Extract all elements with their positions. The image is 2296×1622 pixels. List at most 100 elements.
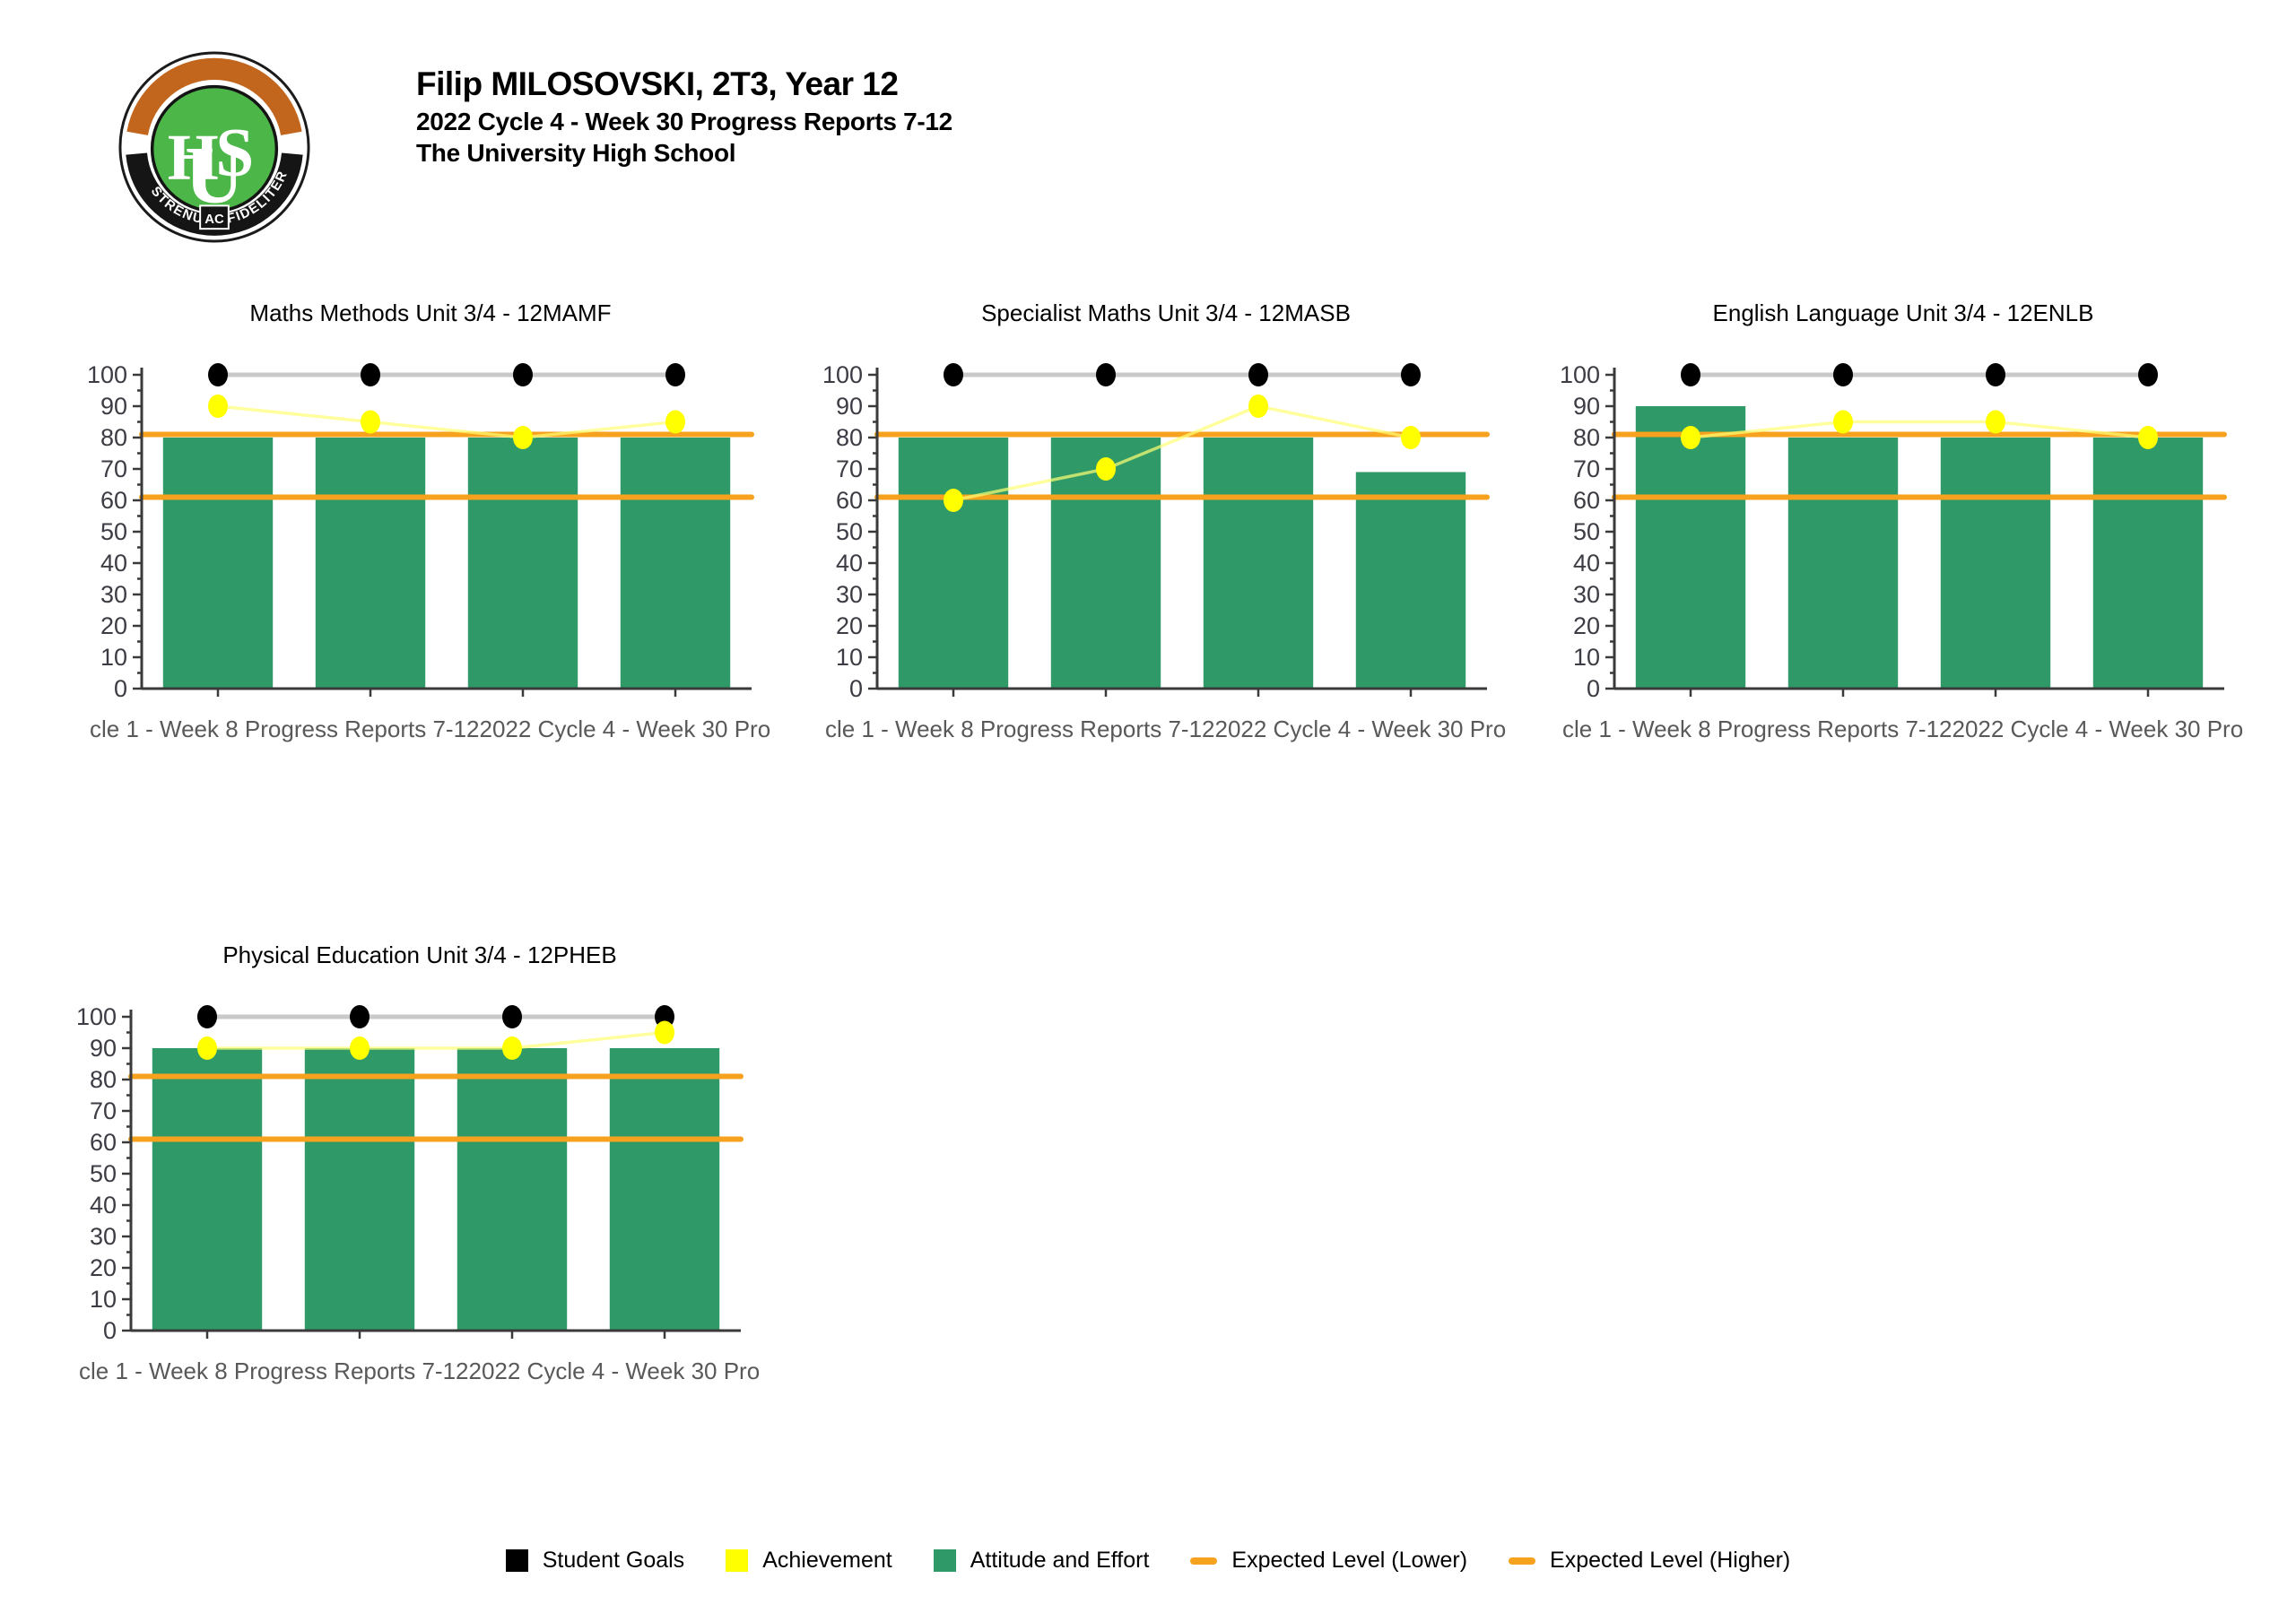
y-tick-label: 70 (100, 455, 127, 482)
attitude-effort-bar (152, 1048, 263, 1331)
y-tick-label: 0 (849, 675, 863, 702)
y-tick-label: 0 (114, 675, 127, 702)
legend-item-expected-higher: Expected Level (Higher) (1509, 1548, 1790, 1574)
school-crest-logo: U H S STRENUE FIDELITER AC (118, 51, 310, 243)
svg-text:H: H (168, 121, 219, 194)
y-tick-label: 50 (1573, 518, 1600, 545)
chart-plot: 0 10 20 30 40 50 60 70 80 90 100 (87, 361, 754, 702)
legend-label: Attitude and Effort (970, 1548, 1150, 1573)
achievement-marker (502, 1037, 522, 1060)
y-tick-label: 70 (836, 455, 863, 482)
student-goal-marker (2138, 363, 2158, 386)
achievement-line (207, 1030, 665, 1050)
chart-title: English Language Unit 3/4 - 12ENLB (1712, 299, 2094, 326)
attitude-effort-bar (898, 438, 1009, 689)
attitude-effort-bar (315, 438, 426, 689)
student-goal-marker (1096, 363, 1116, 386)
attitude-effort-swatch (933, 1549, 956, 1572)
y-tick-label: 60 (836, 487, 863, 514)
expected-higher-swatch (1509, 1557, 1536, 1565)
y-tick-label: 60 (1573, 487, 1600, 514)
y-tick-label: 60 (100, 487, 127, 514)
y-tick-label: 0 (1587, 675, 1600, 702)
chart-specialist-maths: Specialist Maths Unit 3/4 - 12MASB 0 10 20… (822, 296, 1507, 762)
achievement-marker (1681, 426, 1700, 449)
y-tick-label: 40 (100, 550, 127, 577)
chart-physical-education: Physical Education Unit 3/4 - 12PHEB 0 10… (76, 938, 761, 1404)
student-goal-marker (1833, 363, 1853, 386)
student-goal-marker (1681, 363, 1700, 386)
attitude-effort-bar (1355, 472, 1466, 689)
attitude-effort-bar (2092, 438, 2204, 689)
attitude-effort-bar (304, 1048, 415, 1331)
student-goal-marker (208, 363, 228, 386)
legend-item-expected-lower: Expected Level (Lower) (1190, 1548, 1467, 1574)
expected-lower-swatch (1190, 1557, 1218, 1565)
y-tick-label: 70 (1573, 455, 1600, 482)
x-axis-labels: cle 1 - Week 8 Progress Reports 7-12 202… (1562, 716, 2244, 743)
y-tick-label: 10 (100, 644, 127, 671)
student-goal-marker (1986, 363, 2005, 386)
crest-orange-band (126, 57, 302, 135)
achievement-marker (350, 1037, 370, 1060)
y-tick-label: 50 (100, 518, 127, 545)
x-tick-label-right: 2022 Cycle 4 - Week 30 Progress (479, 716, 771, 742)
x-tick-label-right: 2022 Cycle 4 - Week 30 Progress (1952, 716, 2244, 742)
chart-plot: 0 10 20 30 40 50 60 70 80 90 100 (76, 1003, 744, 1344)
y-tick-label: 20 (100, 612, 127, 639)
attitude-effort-bar (620, 438, 731, 689)
report-cycle-subtitle: 2022 Cycle 4 - Week 30 Progress Reports … (416, 107, 952, 135)
y-tick-label: 100 (1560, 361, 1600, 388)
attitude-effort-bar (609, 1048, 720, 1331)
attitude-effort-bar (1940, 438, 2051, 689)
y-tick-label: 40 (836, 550, 863, 577)
attitude-effort-bar (467, 438, 578, 689)
achievement-marker (1401, 426, 1421, 449)
y-tick-label: 80 (1573, 424, 1600, 451)
x-tick-label-left: cle 1 - Week 8 Progress Reports 7-12 (1562, 716, 1952, 742)
school-name-subtitle: The University High School (416, 138, 736, 167)
attitude-effort-bar (1787, 438, 1899, 689)
chart-title: Specialist Maths Unit 3/4 - 12MASB (981, 299, 1351, 326)
y-tick-label: 80 (100, 424, 127, 451)
achievement-line (1690, 420, 2149, 439)
attitude-effort-bar (1203, 438, 1314, 689)
achievement-marker (361, 410, 380, 434)
y-tick-label: 10 (90, 1286, 117, 1313)
y-tick-label: 10 (836, 644, 863, 671)
achievement-marker (665, 410, 685, 434)
chart-english-language: English Language Unit 3/4 - 12ENLB 0 10 20… (1560, 296, 2244, 762)
svg-text:S: S (215, 114, 254, 191)
chart-plot: 0 10 20 30 40 50 60 70 80 90 100 (1560, 361, 2227, 702)
achievement-swatch (726, 1549, 749, 1572)
y-tick-label: 80 (90, 1066, 117, 1093)
legend-label: Student Goals (542, 1548, 685, 1573)
x-tick-label-right: 2022 Cycle 4 - Week 30 Progress (468, 1357, 761, 1384)
achievement-marker (1833, 410, 1853, 434)
x-axis-labels: cle 1 - Week 8 Progress Reports 7-12 202… (90, 716, 771, 743)
legend-label: Expected Level (Higher) (1550, 1548, 1791, 1573)
y-tick-label: 90 (1573, 393, 1600, 420)
legend-label: Achievement (762, 1548, 892, 1573)
y-tick-label: 50 (90, 1160, 117, 1187)
student-goal-marker (513, 363, 533, 386)
achievement-marker (1248, 395, 1268, 418)
achievement-line (952, 404, 1412, 502)
y-tick-label: 90 (90, 1035, 117, 1062)
student-goal-marker (361, 363, 380, 386)
attitude-effort-bar (1635, 406, 1746, 689)
x-axis-labels: cle 1 - Week 8 Progress Reports 7-12 202… (825, 716, 1507, 743)
x-tick-label-left: cle 1 - Week 8 Progress Reports 7-12 (79, 1357, 469, 1384)
chart-title: Maths Methods Unit 3/4 - 12MAMF (249, 299, 612, 326)
attitude-effort-bar (457, 1048, 568, 1331)
y-tick-label: 80 (836, 424, 863, 451)
y-tick-label: 100 (87, 361, 127, 388)
y-tick-label: 90 (100, 393, 127, 420)
x-tick-label-right: 2022 Cycle 4 - Week 30 Progress (1214, 716, 1507, 742)
y-tick-label: 20 (836, 612, 863, 639)
crest-motto-ribbon (126, 152, 303, 236)
y-tick-label: 20 (1573, 612, 1600, 639)
achievement-marker (513, 426, 533, 449)
student-goal-marker (1248, 363, 1268, 386)
